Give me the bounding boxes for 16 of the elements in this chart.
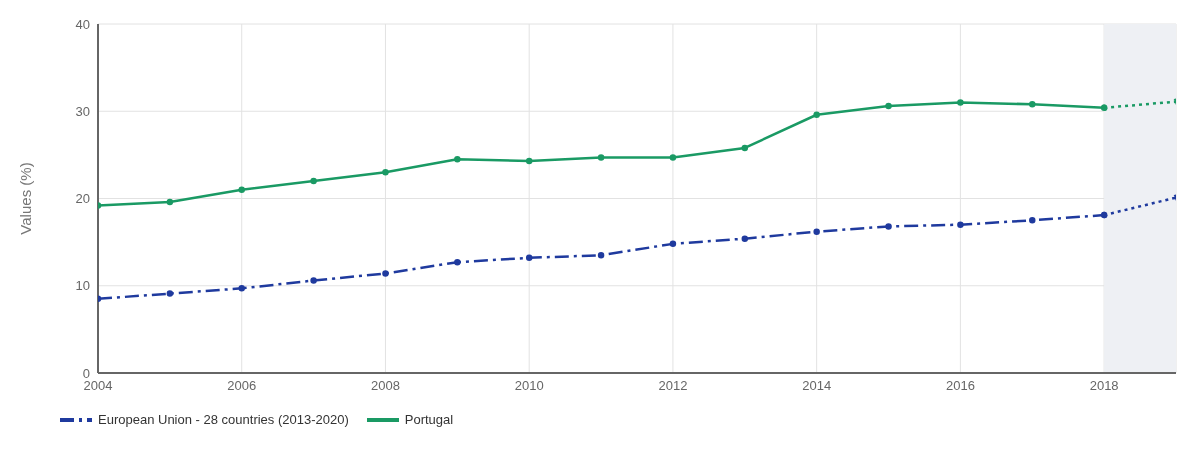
x-tick-label: 2016 [945, 378, 975, 394]
y-tick-label: 20 [75, 191, 90, 207]
x-tick-label: 2008 [371, 378, 400, 394]
x-tick-label: 2018 [1089, 378, 1119, 394]
y-axis-title: Values (%) [17, 162, 35, 235]
x-tick-label: 2012 [658, 378, 688, 394]
legend-label: European Union - 28 countries (2013-2020) [98, 412, 349, 427]
x-tick-label: 2014 [802, 378, 832, 394]
x-tick-label: 2010 [514, 378, 544, 394]
y-tick-label: 40 [75, 16, 90, 32]
x-tick-label: 2006 [227, 378, 257, 394]
y-tick-label: 10 [75, 278, 90, 294]
legend-label: Portugal [404, 412, 454, 427]
y-tick-label: 30 [75, 103, 90, 119]
y-tick-label: 0 [82, 365, 90, 381]
x-tick-label: 2004 [83, 378, 113, 394]
